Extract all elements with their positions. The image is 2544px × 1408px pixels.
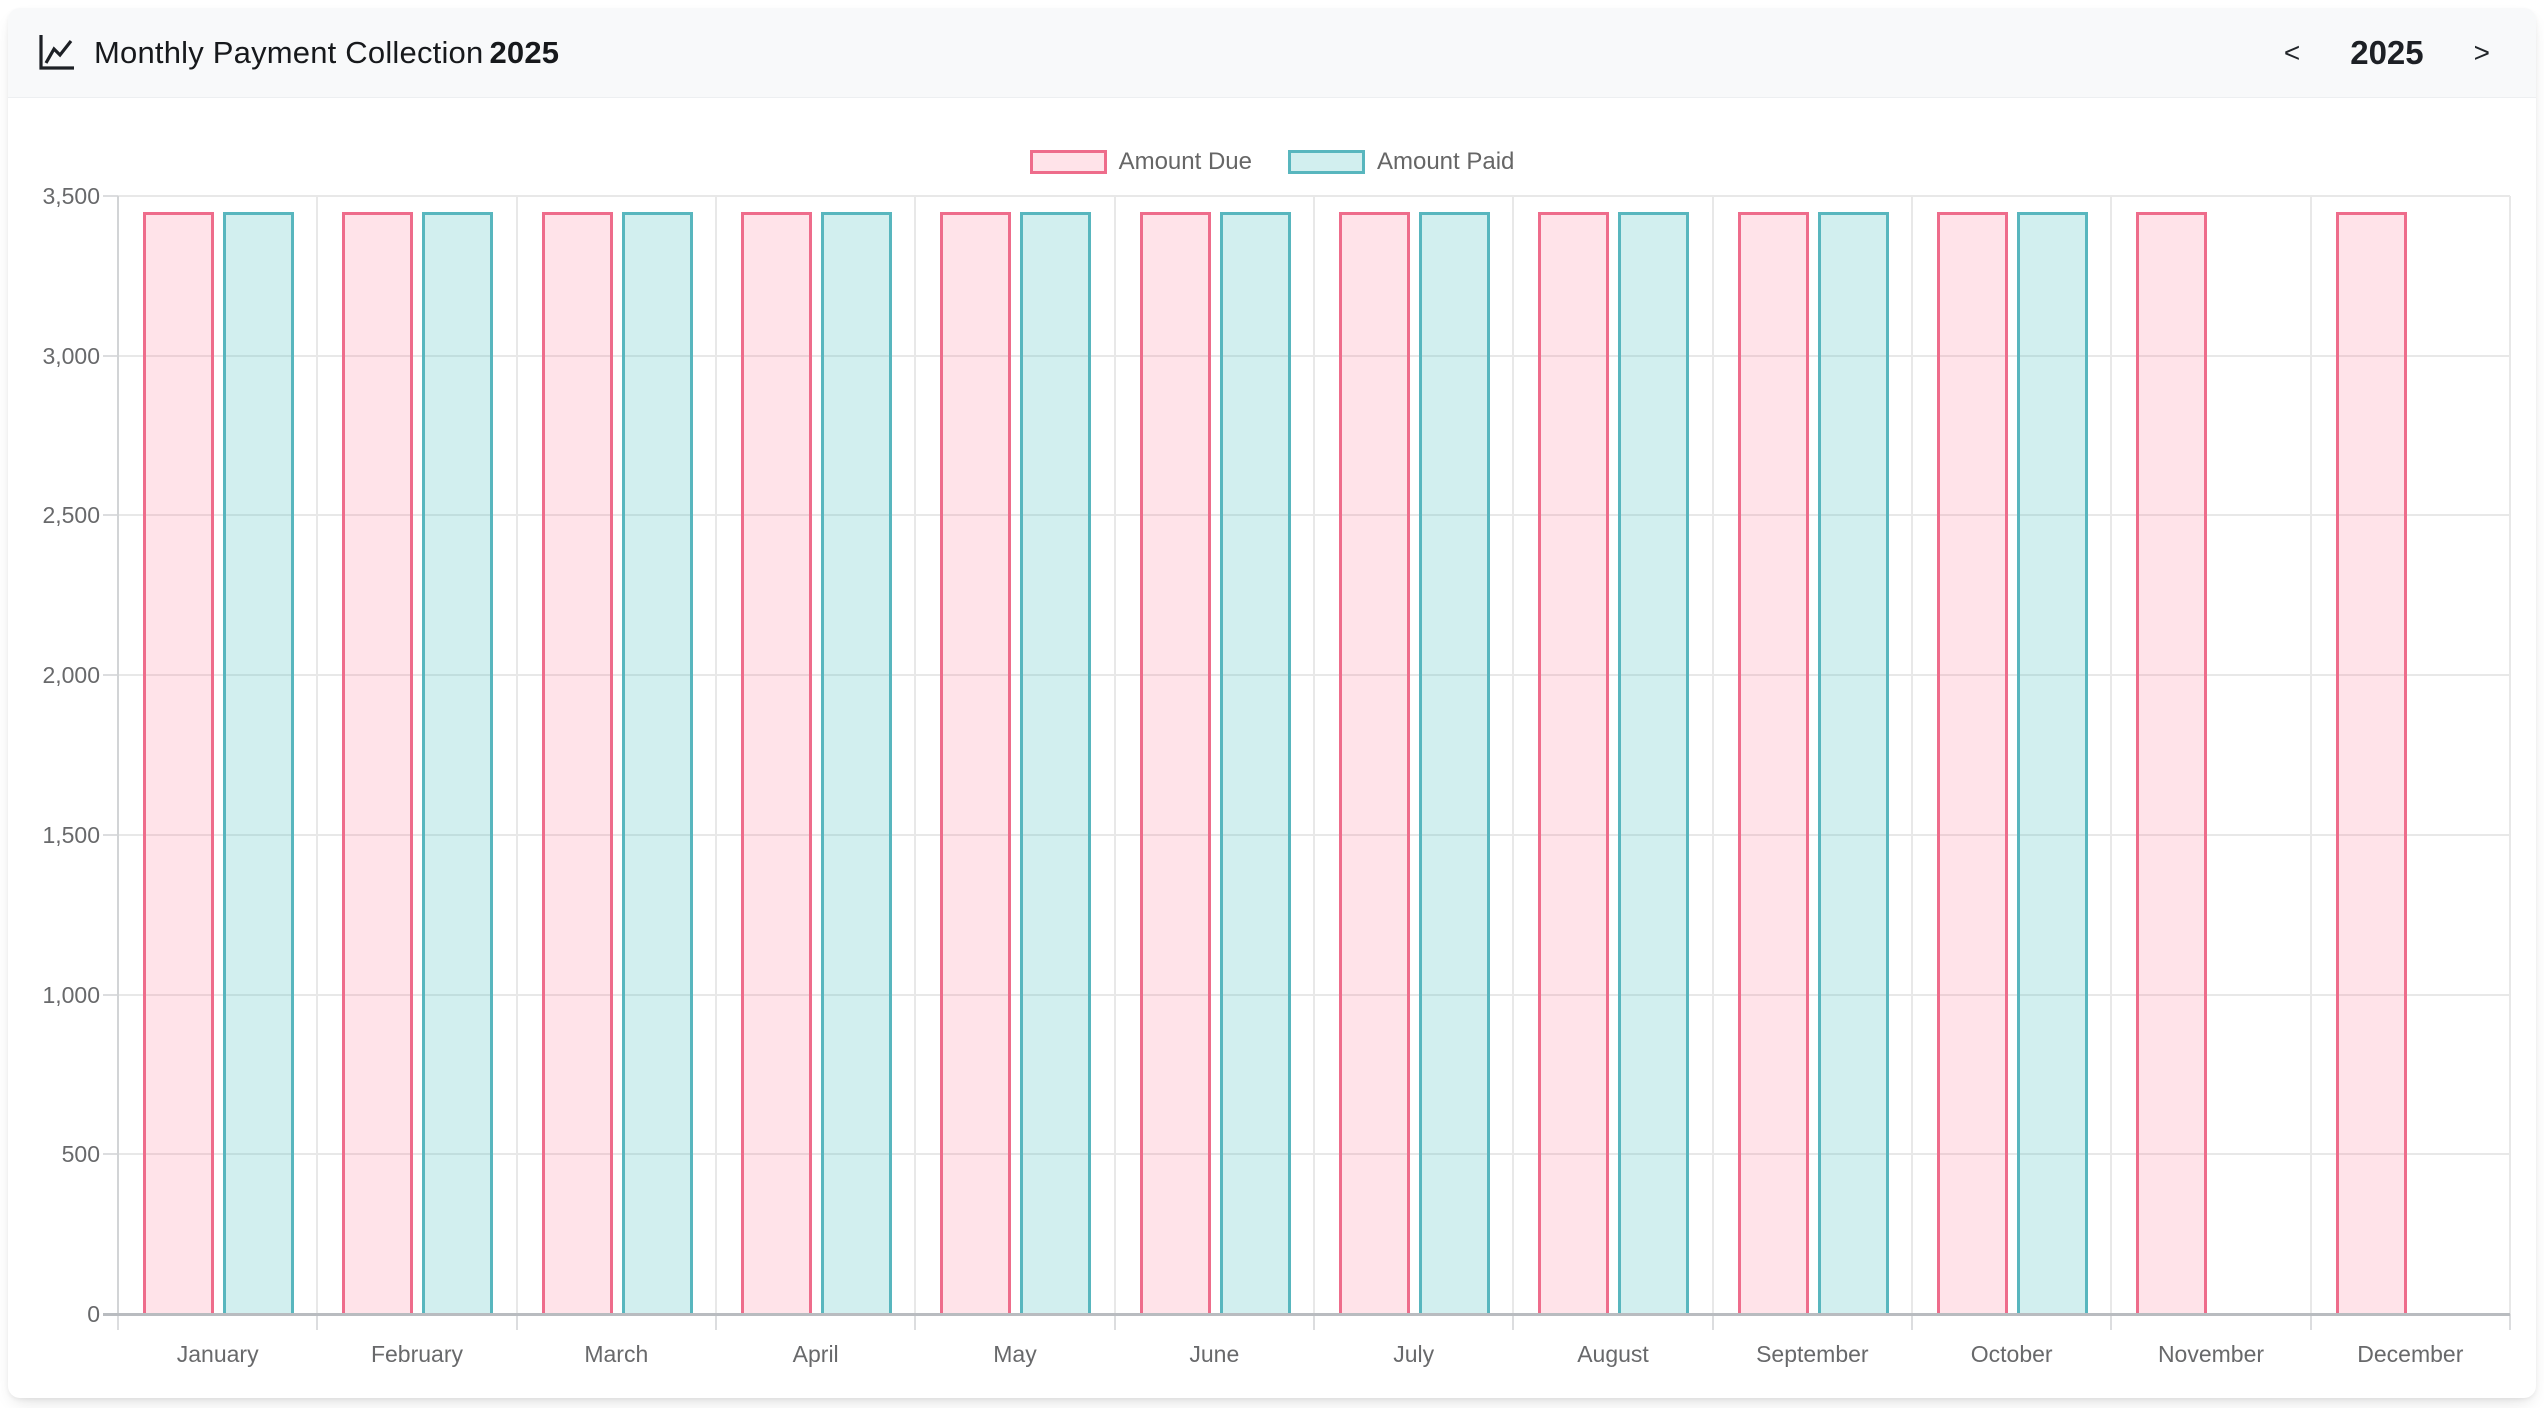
legend-item-amount-paid[interactable]: Amount Paid	[1287, 148, 1515, 176]
x-axis-tick	[1711, 1314, 1714, 1330]
gridline-vertical	[1711, 196, 1714, 1314]
y-tick-label: 2,500	[42, 502, 100, 529]
legend-item-amount-due[interactable]: Amount Due	[1029, 148, 1252, 176]
x-tick-label: December	[2357, 1341, 2464, 1367]
x-tick-label: October	[1970, 1341, 2053, 1367]
x-axis-tick	[715, 1314, 717, 1330]
gridline-vertical	[1313, 196, 1315, 1314]
legend-label-amount-due: Amount Due	[1118, 148, 1252, 175]
x-axis-tick	[1313, 1314, 1315, 1330]
bar-amount-due[interactable]	[1339, 211, 1410, 1314]
legend-swatch-amount-paid	[1287, 150, 1365, 174]
x-axis-tick	[2509, 1314, 2511, 1330]
current-year-label: 2025	[2350, 33, 2424, 71]
bar-amount-paid[interactable]	[821, 211, 892, 1314]
bar-amount-due[interactable]	[342, 211, 414, 1314]
y-axis-tick	[103, 993, 118, 996]
x-tick-label: February	[370, 1341, 464, 1367]
x-axis-tick	[2309, 1314, 2312, 1330]
x-axis-tick	[515, 1314, 518, 1330]
bar-amount-paid[interactable]	[621, 211, 693, 1314]
title-year: 2025	[489, 34, 560, 70]
y-tick-label: 3,000	[42, 342, 100, 369]
page-title-text: Monthly Payment Collection 2025	[94, 35, 559, 71]
x-tick-label: August	[1577, 1341, 1649, 1367]
x-tick-label: January	[176, 1341, 259, 1367]
x-tick-label: June	[1189, 1341, 1240, 1367]
gridline-vertical	[1113, 196, 1116, 1314]
y-axis-tick	[103, 195, 118, 197]
bar-amount-paid[interactable]	[1817, 211, 1889, 1314]
bar-amount-due[interactable]	[940, 211, 1012, 1314]
gridline-vertical	[117, 196, 119, 1314]
y-axis-tick	[103, 1153, 118, 1156]
x-axis-tick	[1512, 1314, 1515, 1330]
x-axis-tick	[316, 1314, 319, 1330]
bar-amount-due[interactable]	[143, 211, 214, 1314]
legend-label-amount-paid: Amount Paid	[1376, 148, 1515, 175]
x-tick-label: September	[1756, 1341, 1869, 1367]
x-tick-label: May	[993, 1341, 1037, 1367]
bar-amount-paid[interactable]	[2017, 211, 2088, 1314]
bar-amount-due[interactable]	[1937, 211, 2008, 1314]
bar-amount-due[interactable]	[1139, 211, 1211, 1314]
x-tick-label: April	[792, 1341, 839, 1367]
year-navigation: < 2025 >	[2278, 34, 2496, 72]
bar-amount-paid[interactable]	[422, 211, 494, 1314]
gridline-vertical	[715, 196, 717, 1314]
x-axis-tick	[914, 1314, 917, 1330]
bar-amount-paid[interactable]	[1020, 211, 1092, 1314]
gridline-vertical	[2110, 196, 2113, 1314]
bar-amount-due[interactable]	[2335, 211, 2407, 1314]
x-tick-label: July	[1393, 1341, 1435, 1367]
y-tick-label: 0	[87, 1301, 100, 1327]
x-axis-tick	[2110, 1314, 2113, 1330]
bar-amount-paid[interactable]	[1618, 211, 1690, 1314]
prev-year-button[interactable]: <	[2278, 35, 2306, 71]
payment-collection-card: Monthly Payment Collection 2025 < 2025 > …	[8, 8, 2536, 1398]
gridline-vertical	[515, 196, 518, 1314]
bar-amount-paid[interactable]	[1219, 211, 1291, 1314]
page-title: Monthly Payment Collection 2025	[32, 30, 559, 76]
bar-amount-paid[interactable]	[223, 211, 294, 1314]
y-axis-tick	[103, 674, 118, 677]
x-tick-label: November	[2157, 1341, 2265, 1367]
y-tick-label: 1,000	[42, 981, 100, 1008]
x-tick-label: March	[584, 1341, 649, 1367]
x-axis-tick	[117, 1314, 119, 1330]
gridline-vertical	[2309, 196, 2312, 1314]
gridline-vertical	[316, 196, 319, 1314]
title-text: Monthly Payment Collection	[94, 34, 484, 70]
bar-amount-due[interactable]	[1538, 211, 1610, 1314]
y-axis-tick	[103, 833, 118, 836]
chart-legend: Amount Due Amount Paid	[8, 148, 2536, 176]
x-axis-tick	[1911, 1314, 1913, 1330]
y-tick-label: 2,000	[42, 662, 100, 689]
bar-amount-due[interactable]	[2136, 211, 2208, 1314]
legend-swatch-amount-due	[1029, 150, 1107, 174]
y-axis-tick	[103, 354, 118, 357]
x-axis-line	[103, 1313, 2510, 1316]
gridline-vertical	[1911, 196, 1913, 1314]
bar-amount-due[interactable]	[1737, 211, 1809, 1314]
y-tick-label: 3,500	[42, 183, 100, 209]
next-year-button[interactable]: >	[2468, 35, 2496, 71]
bar-chart: Amount Due Amount Paid 0 500 1,000 1,500 2,0…	[8, 98, 2536, 1397]
bar-amount-due[interactable]	[741, 211, 812, 1314]
bar-amount-due[interactable]	[541, 211, 613, 1314]
bar-amount-paid[interactable]	[1419, 211, 1490, 1314]
gridline-vertical	[914, 196, 917, 1314]
chart-line-icon	[32, 30, 78, 76]
x-axis-tick	[1113, 1314, 1116, 1330]
y-axis-tick	[103, 514, 118, 517]
card-header: Monthly Payment Collection 2025 < 2025 >	[8, 8, 2536, 98]
y-tick-label: 1,500	[42, 821, 100, 848]
y-tick-label: 500	[61, 1141, 100, 1168]
gridline-vertical	[1512, 196, 1515, 1314]
gridline-vertical	[2509, 196, 2511, 1314]
